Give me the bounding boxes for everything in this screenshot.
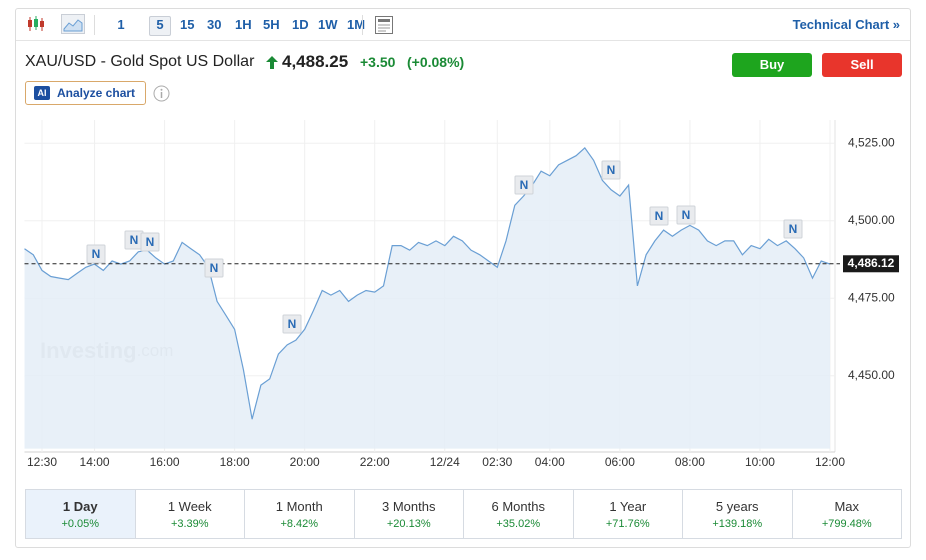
x-tick-label: 22:00 [360,455,390,469]
news-marker-label: N [130,233,139,247]
area-icon[interactable] [61,14,85,34]
interval-button[interactable]: 5H [263,17,280,32]
news-marker [282,314,302,334]
x-tick-label: 10:00 [745,455,775,469]
separator [362,15,363,35]
last-price-box [843,255,899,273]
period-cell[interactable]: 1 Week +3.39% [136,490,245,538]
period-table: 1 Day +0.05% 1 Week +3.39% 1 Month +8.42% 3 Mo… [25,489,902,539]
analyze-label: Analyze chart [57,86,136,100]
sell-button[interactable]: Sell [822,53,902,77]
period-label: Max [834,499,860,514]
price: 4,488.25 [282,52,349,71]
interval-button[interactable]: 1M [347,17,366,32]
news-marker [514,175,534,195]
news-marker [204,258,224,278]
period-label: 1 Week [167,499,212,514]
x-tick-label: 12:00 [815,455,845,469]
news-marker [676,205,696,225]
x-tick-label: 12:30 [27,455,57,469]
period-label: 1 Year [609,499,647,514]
period-change: +8.42% [280,518,319,530]
news-marker [649,206,669,226]
period-change: +0.05% [61,518,100,530]
y-tick-label: 4,450.00 [848,368,895,382]
period-change: +139.18% [712,518,763,530]
news-marker [601,160,621,180]
x-tick-label: 06:00 [605,455,635,469]
news-marker [783,219,803,239]
interval-button[interactable]: 5 [149,16,171,36]
x-tick-label: 02:30 [482,455,512,469]
period-label: 6 Months [491,499,545,514]
period-cell[interactable]: 1 Month +8.42% [245,490,355,538]
toolbar: 1 5 15 30 1H 5H 1D 1W 1M Technical Chart » [16,9,910,41]
x-tick-label: 04:00 [535,455,565,469]
layout-icon[interactable] [374,15,394,35]
analyze-chart-button[interactable]: AI Analyze chart [25,81,146,105]
interval-button[interactable]: 15 [180,17,195,32]
last-price-label: 4,486.12 [848,256,895,270]
y-tick-label: 4,525.00 [848,135,895,149]
up-arrow [266,56,278,69]
news-marker-label: N [789,222,798,236]
interval-button[interactable]: 1W [318,17,338,32]
interval-button[interactable]: 1D [292,17,309,32]
news-marker-label: N [92,247,101,261]
period-change: +35.02% [496,518,541,530]
period-change: +71.76% [605,518,650,530]
news-marker-label: N [210,261,219,275]
period-cell[interactable]: 5 years +139.18% [683,490,793,538]
period-change: +3.39% [170,518,209,530]
buy-button[interactable]: Buy [732,53,812,77]
technical-chart-link[interactable]: Technical Chart » [792,17,900,32]
x-tick-label: 16:00 [150,455,180,469]
period-label: 5 years [715,499,759,514]
x-tick-label: 12/24 [430,455,460,469]
news-marker [86,244,106,264]
x-tick-label: 08:00 [675,455,705,469]
price-line [24,147,831,420]
period-cell[interactable]: 1 Year +71.76% [574,490,683,538]
period-cell[interactable]: 6 Months +35.02% [464,490,574,538]
period-label: 1 Month [275,499,323,514]
instrument-name: XAU/USD - Gold Spot US Dollar [25,53,255,70]
news-marker [140,232,160,252]
period-cell[interactable]: 3 Months +20.13% [355,490,464,538]
news-marker-label: N [682,208,691,222]
ai-badge: AI [34,86,50,100]
period-label: 3 Months [382,499,436,514]
price-change-percent: (+0.08%) [407,54,465,70]
y-tick-label: 4,475.00 [848,290,895,304]
info-icon[interactable] [153,85,170,102]
news-marker-label: N [146,235,155,249]
price-change: +3.50 [360,54,396,70]
period-cell[interactable]: 1 Day +0.05% [26,490,136,538]
interval-button[interactable]: 1 [117,17,125,32]
news-marker-label: N [655,209,664,223]
interval-button[interactable]: 30 [207,17,222,32]
news-marker-label: N [520,178,529,192]
period-cell[interactable]: Max +799.48% [793,490,902,538]
x-tick-label: 14:00 [80,455,110,469]
area [24,147,830,449]
candle-icon[interactable] [26,15,46,33]
separator [94,15,95,35]
interval-button[interactable]: 1H [235,17,252,32]
x-tick-label: 18:00 [220,455,250,469]
period-change: +20.13% [386,518,431,530]
widget-frame [15,8,911,548]
period-label: 1 Day [62,499,98,514]
x-tick-label: 20:00 [290,455,320,469]
y-tick-label: 4,500.00 [848,213,895,227]
news-marker-label: N [607,163,616,177]
news-marker-label: N [288,317,297,331]
period-change: +799.48% [821,518,872,530]
